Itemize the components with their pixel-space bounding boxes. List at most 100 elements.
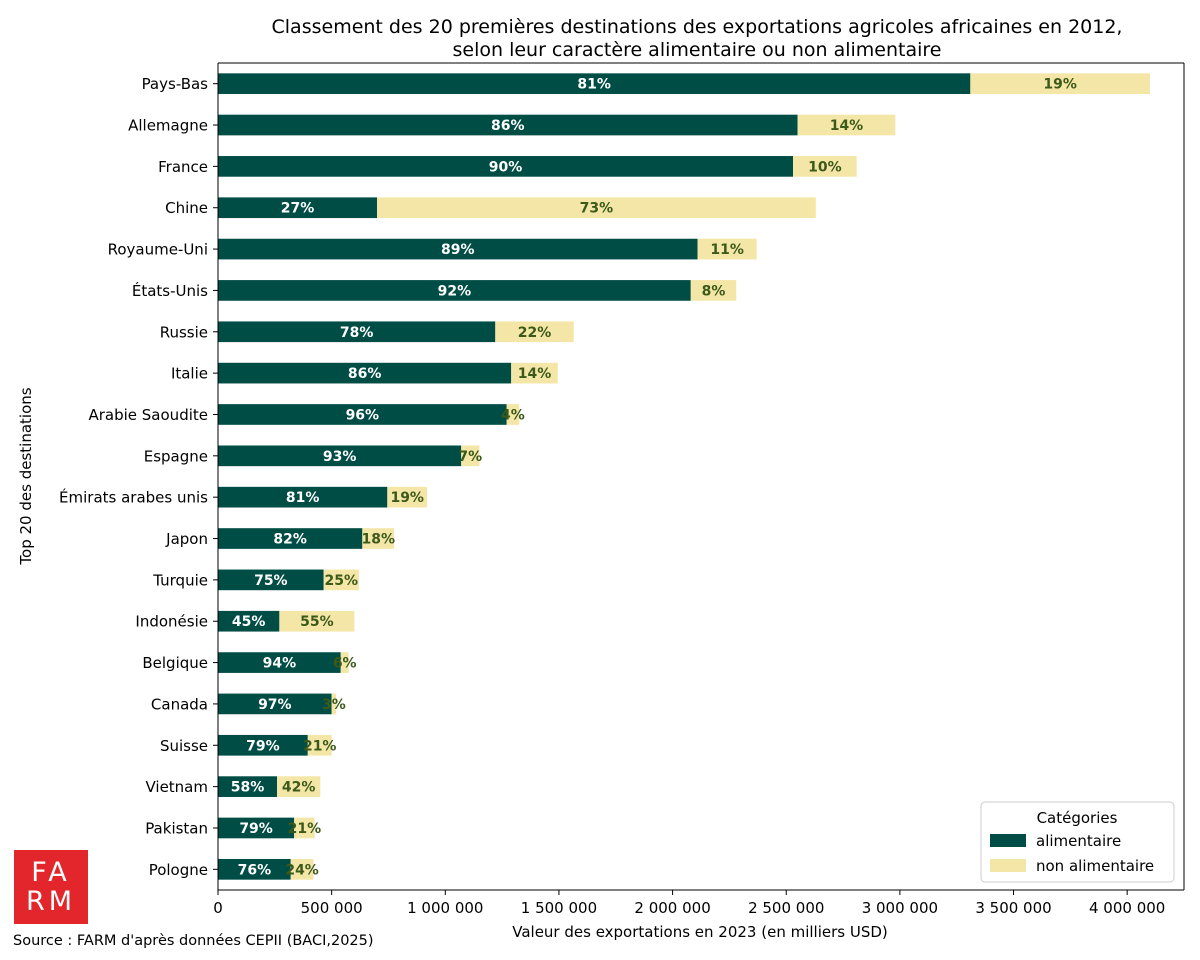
data-label: 90% <box>489 159 523 175</box>
legend-label-non-alimentaire: non alimentaire <box>1036 857 1154 875</box>
data-label: 58% <box>231 780 265 796</box>
y-tick-label: Royaume-Uni <box>108 241 208 259</box>
y-tick-label: Pays-Bas <box>142 75 209 93</box>
bar-alimentaire <box>218 156 794 177</box>
logo-text-line2: RM <box>25 886 77 917</box>
data-label: 24% <box>285 862 319 878</box>
x-tick-label: 1 500 000 <box>521 899 597 917</box>
bar-alimentaire <box>218 569 324 591</box>
data-label: 92% <box>438 283 472 299</box>
bar-non-alimentaire <box>511 362 558 384</box>
y-tick-label: Allemagne <box>128 117 208 135</box>
data-label: 89% <box>441 242 475 258</box>
chart-title-line1: Classement des 20 premières destinations… <box>272 16 1123 38</box>
data-label: 75% <box>254 573 288 589</box>
data-label: 22% <box>518 325 552 341</box>
bar-alimentaire <box>218 693 332 715</box>
bar-non-alimentaire <box>797 114 896 136</box>
data-label: 3% <box>322 697 346 713</box>
data-label: 8% <box>702 283 726 299</box>
bar-non-alimentaire <box>279 610 355 632</box>
y-tick-label: Espagne <box>144 447 208 465</box>
bar-alimentaire <box>218 280 691 301</box>
bar-alimentaire <box>218 858 291 880</box>
data-label: 81% <box>286 490 320 506</box>
data-label: 97% <box>258 697 292 713</box>
data-label: 27% <box>281 201 315 217</box>
y-tick-label: France <box>158 158 208 176</box>
bar-non-alimentaire <box>277 776 321 797</box>
y-tick-label: Pakistan <box>145 819 208 837</box>
bar-non-alimentaire <box>323 569 359 591</box>
bar-non-alimentaire <box>387 486 428 508</box>
data-label: 93% <box>323 449 357 465</box>
y-tick-label: Arabie Saoudite <box>88 406 208 424</box>
bar-non-alimentaire <box>690 280 737 301</box>
bar-non-alimentaire <box>362 528 395 549</box>
x-tick-label: 1 000 000 <box>407 899 483 917</box>
data-label: 76% <box>238 862 272 878</box>
data-label: 86% <box>491 118 525 134</box>
bar-non-alimentaire <box>461 445 480 467</box>
data-label: 82% <box>273 532 307 548</box>
bar-non-alimentaire <box>697 238 757 260</box>
data-label: 18% <box>361 532 395 548</box>
bar-non-alimentaire <box>506 404 520 425</box>
legend-frame <box>980 801 1175 883</box>
bar-non-alimentaire <box>793 156 857 177</box>
data-label: 25% <box>325 573 359 589</box>
y-axis-label: Top 20 des destinations <box>17 387 35 565</box>
y-tick-label: Japon <box>165 530 208 548</box>
bar-alimentaire <box>218 114 798 136</box>
bar-non-alimentaire <box>377 197 816 219</box>
data-label: 10% <box>808 159 842 175</box>
data-label: 45% <box>232 614 266 630</box>
farm-logo: FA RM <box>14 850 88 924</box>
y-tick-label: Russie <box>160 323 208 341</box>
x-tick-label: 500 000 <box>301 899 363 917</box>
y-tick-label: Pologne <box>149 861 208 879</box>
data-label: 55% <box>300 614 334 630</box>
bar-alimentaire <box>218 528 363 549</box>
data-label: 73% <box>580 201 614 217</box>
x-tick-label: 4 000 000 <box>1089 899 1165 917</box>
legend: Catégories alimentaire non alimentaire <box>980 801 1175 883</box>
bar-non-alimentaire <box>340 652 349 673</box>
data-label: 94% <box>263 656 297 672</box>
data-label: 7% <box>458 449 482 465</box>
data-label: 4% <box>501 407 525 423</box>
logo-text-line1: FA <box>31 857 71 888</box>
x-tick-label: 2 000 000 <box>634 899 710 917</box>
x-axis-label: Valeur des exportations en 2023 (en mill… <box>512 923 888 941</box>
bar-alimentaire <box>218 321 496 343</box>
bar-alimentaire <box>218 362 512 384</box>
bar-alimentaire <box>218 445 462 467</box>
legend-label-alimentaire: alimentaire <box>1036 832 1121 850</box>
bar-alimentaire <box>218 404 507 425</box>
bar-non-alimentaire <box>294 817 315 839</box>
y-tick-label: Canada <box>151 695 208 713</box>
chart-title-line2: selon leur caractère alimentaire ou non … <box>453 39 942 61</box>
y-tick-label: États-Unis <box>132 281 208 300</box>
data-label: 79% <box>239 821 273 837</box>
y-tick-label: Chine <box>165 199 208 217</box>
source-note: Source : FARM d'après données CEPII (BAC… <box>13 933 374 949</box>
bar-alimentaire <box>218 73 971 95</box>
bar-alimentaire <box>218 652 341 673</box>
bar-alimentaire <box>218 486 388 508</box>
bar-non-alimentaire <box>331 693 337 715</box>
data-label: 14% <box>830 118 864 134</box>
bar-alimentaire <box>218 238 698 260</box>
y-tick-label: Italie <box>171 365 208 383</box>
legend-title: Catégories <box>1037 809 1118 827</box>
legend-swatch-alimentaire <box>990 834 1026 847</box>
data-label: 96% <box>346 407 380 423</box>
bar-non-alimentaire <box>307 734 332 756</box>
data-label: 11% <box>710 242 744 258</box>
data-label: 6% <box>333 656 357 672</box>
bar-non-alimentaire <box>495 321 574 343</box>
x-tick-label: 0 <box>213 899 223 917</box>
y-tick-label: Émirats arabes unis <box>59 488 208 507</box>
bar-alimentaire <box>218 734 308 756</box>
